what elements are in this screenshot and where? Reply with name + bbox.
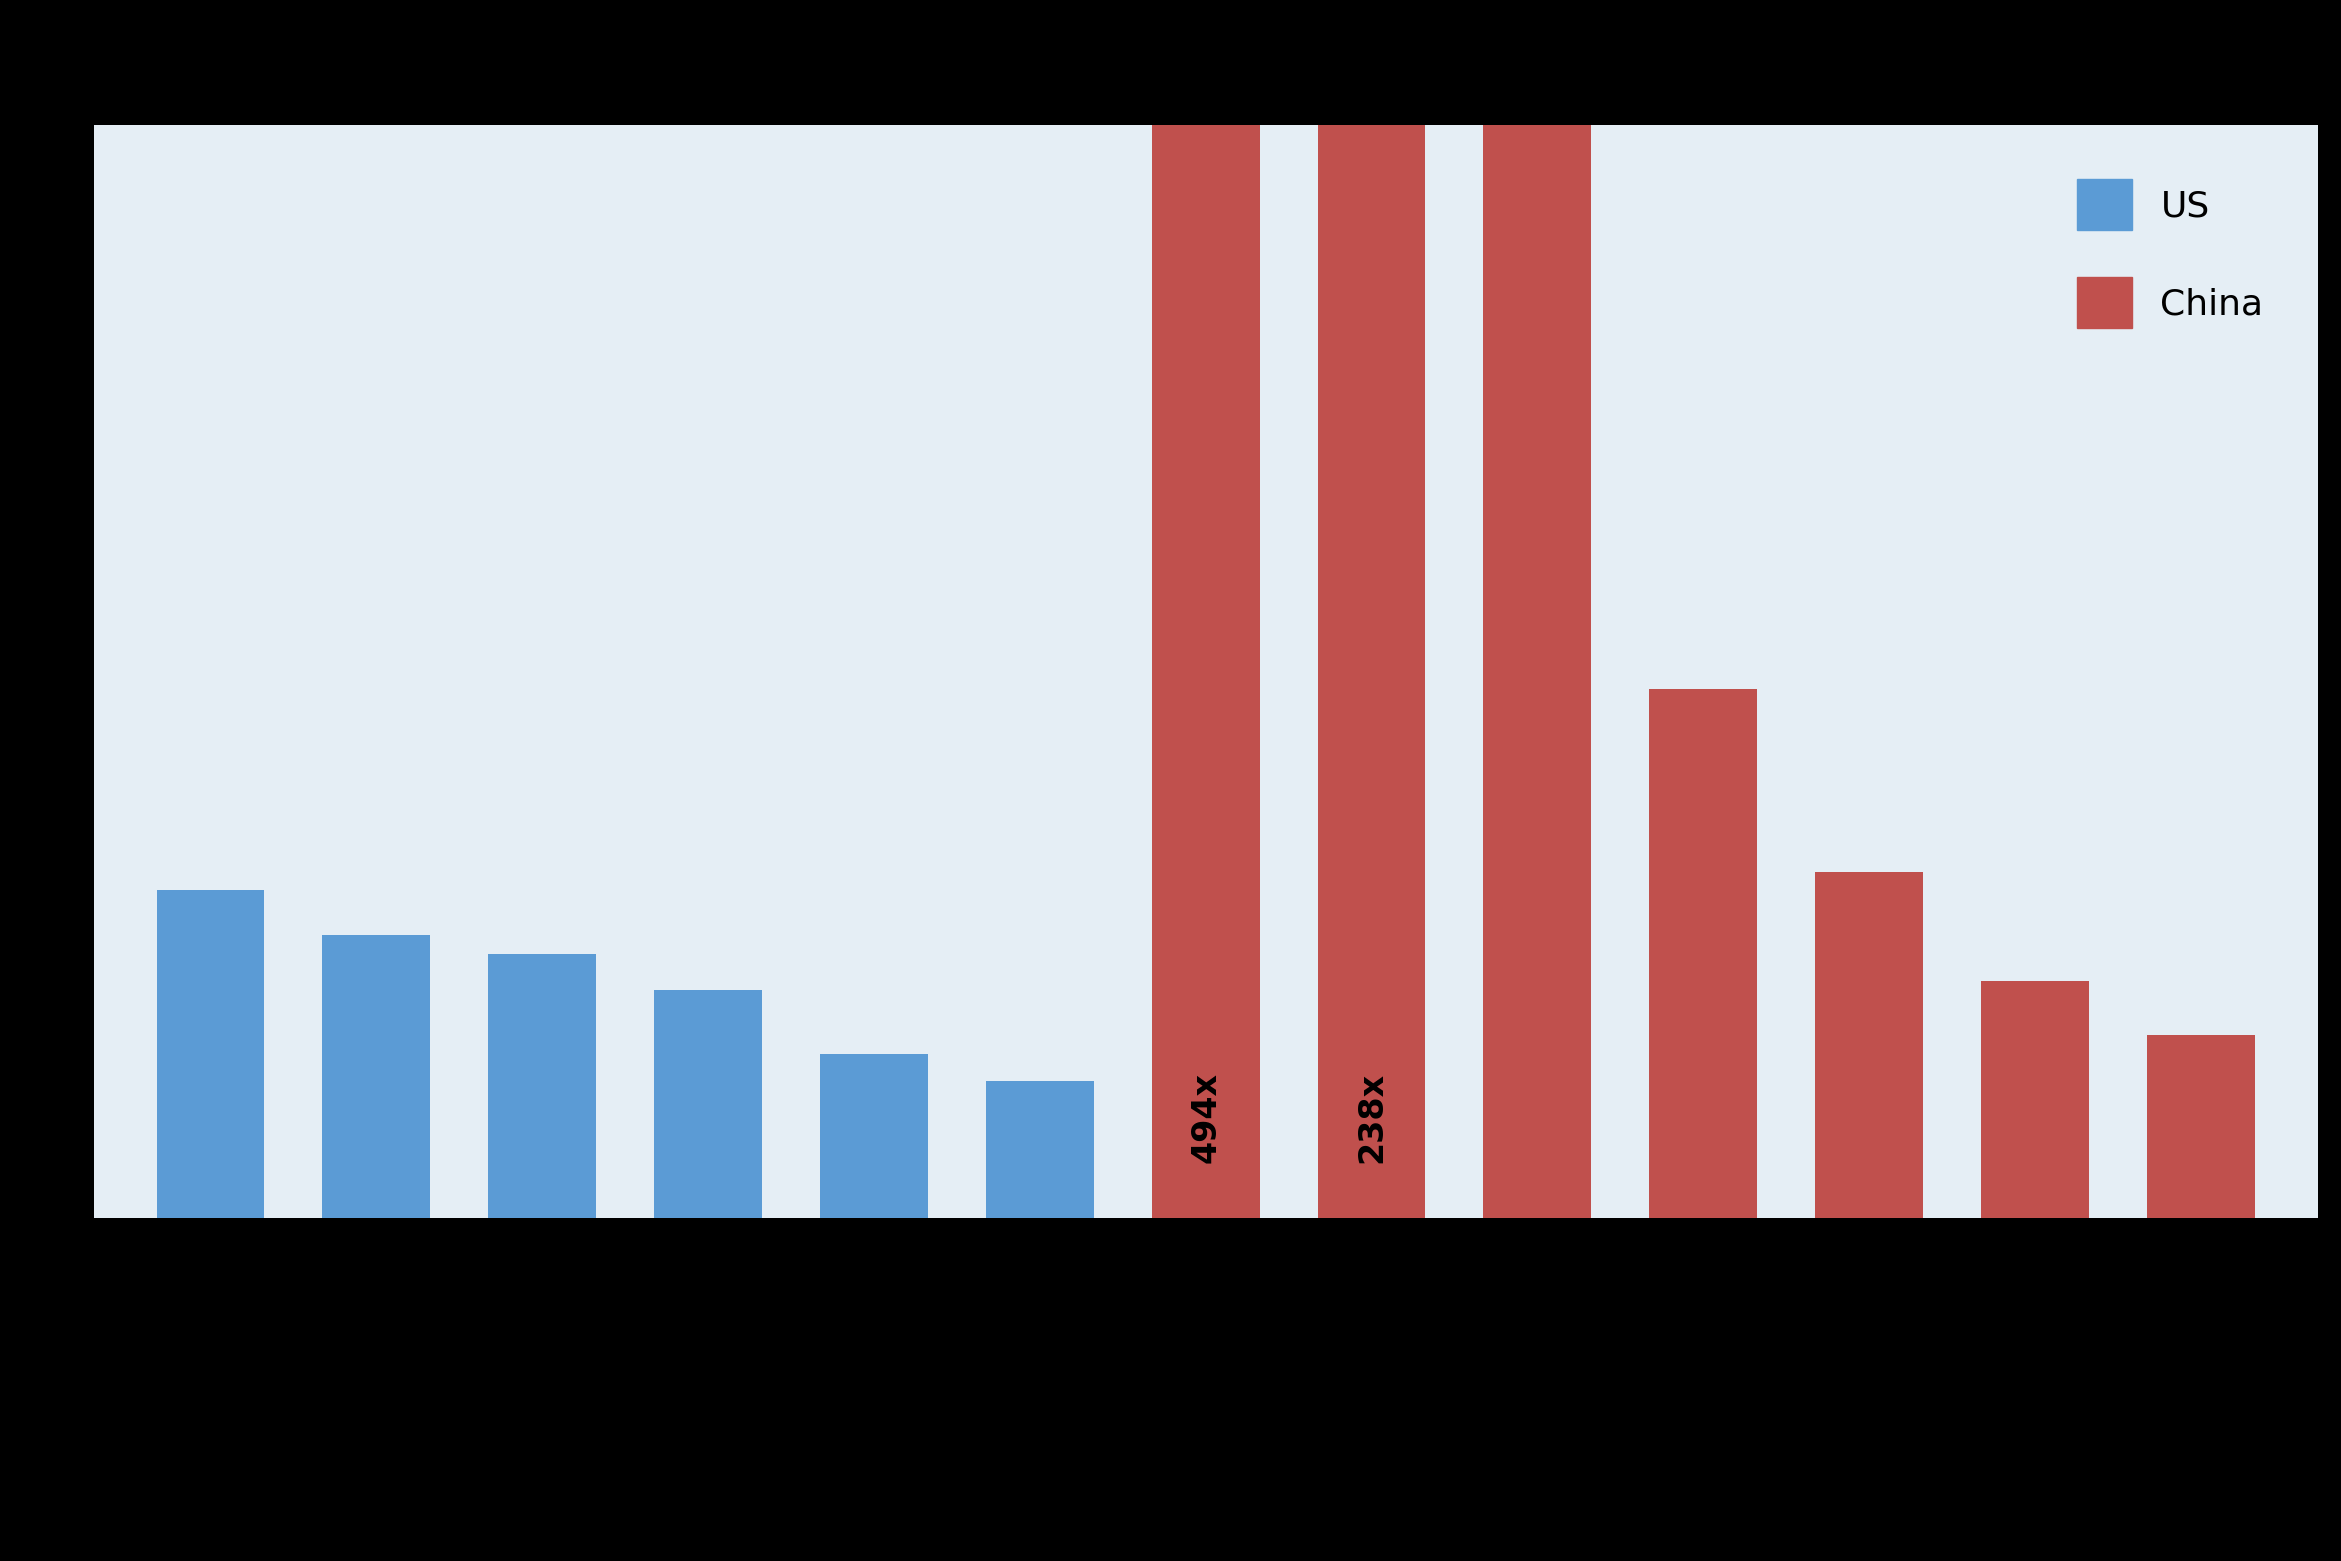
Bar [1980, 980, 2088, 1218]
Bar [1318, 125, 1426, 1218]
Bar [489, 954, 597, 1218]
Bar [323, 935, 431, 1218]
Bar [1814, 871, 1922, 1218]
Bar [986, 1080, 1093, 1218]
Text: 494x: 494x [1189, 1072, 1222, 1163]
Bar [819, 1054, 927, 1218]
Bar [1484, 125, 1592, 1218]
Text: 238x: 238x [1355, 1072, 1388, 1163]
Bar [1152, 125, 1259, 1218]
Bar [2147, 1035, 2254, 1218]
Legend: US, China: US, China [2041, 144, 2299, 364]
Bar [157, 890, 265, 1218]
Bar [1650, 690, 1758, 1218]
Bar [653, 990, 761, 1218]
